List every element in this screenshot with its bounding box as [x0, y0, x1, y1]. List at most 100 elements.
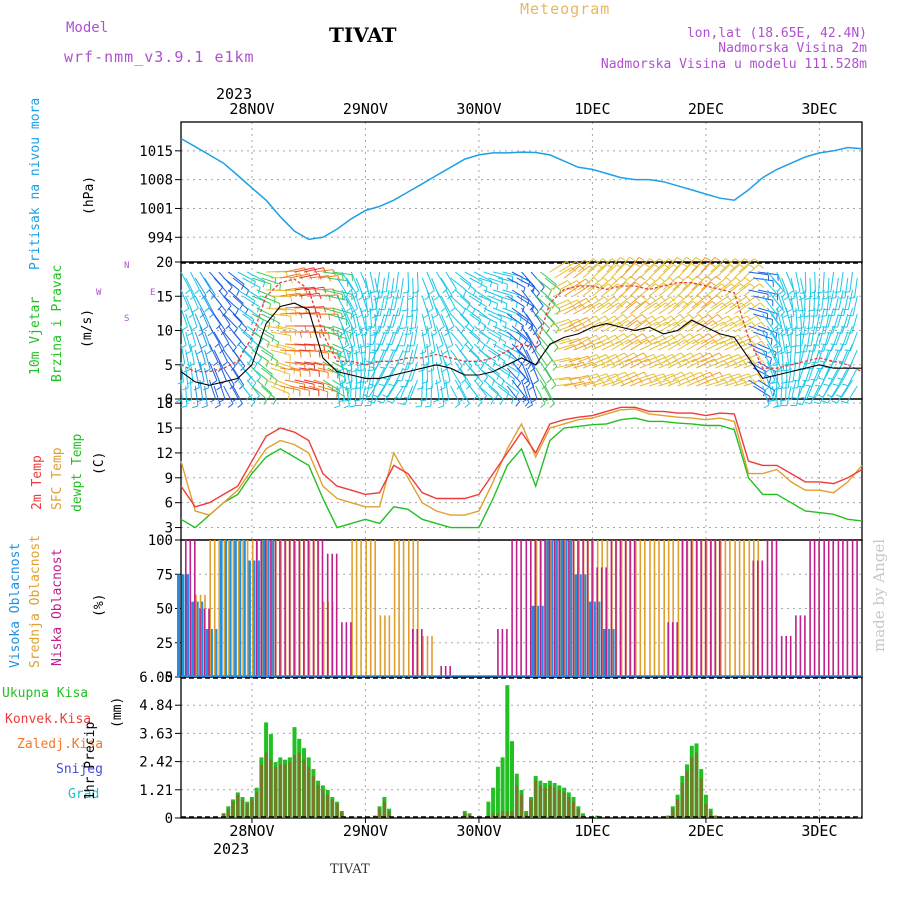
wind-barb-flag	[256, 306, 260, 313]
wind-barb-flag	[640, 295, 647, 300]
wind-barb	[696, 282, 712, 297]
wind-barb-flag	[439, 325, 445, 331]
wind-barb-flag	[465, 384, 471, 390]
wind-barb-flag	[692, 301, 699, 306]
wind-barb	[360, 385, 366, 406]
wind-barb-flag	[589, 284, 595, 290]
precip-conv-bar	[543, 787, 547, 818]
wind-barb	[421, 385, 423, 407]
wind-barb	[251, 277, 272, 285]
wind-barb	[194, 277, 207, 296]
wind-barb	[417, 271, 419, 293]
wind-barb	[190, 325, 197, 346]
wind-barb-flag	[768, 377, 772, 384]
wind-barb	[350, 361, 353, 383]
wind-barb-flag	[464, 403, 470, 408]
wind-barb-flag	[429, 290, 435, 295]
wind-barb	[648, 321, 667, 333]
wind-barb	[280, 312, 301, 315]
wind-barb	[445, 325, 454, 345]
cloud-bar-low	[671, 622, 674, 677]
cloud-bar-low	[837, 540, 840, 677]
wind-barb	[620, 263, 635, 279]
wind-barb	[729, 373, 749, 381]
cloud-bar-low	[596, 567, 598, 677]
wind-barb	[180, 289, 190, 309]
wind-barb-flag	[192, 405, 199, 409]
wind-barb	[601, 379, 622, 387]
wind-barb	[710, 296, 728, 309]
wind-barb	[492, 379, 510, 393]
wind-barb-flag	[587, 336, 592, 343]
cloud-bar-mid	[724, 540, 727, 677]
wind-barb	[440, 349, 448, 370]
wind-barb	[606, 352, 625, 363]
wind-barb-flag	[821, 400, 828, 404]
wind-barb	[812, 307, 816, 328]
wind-barb	[786, 385, 792, 406]
wind-barb-flag	[638, 377, 644, 384]
wind-barb	[785, 289, 793, 310]
precip-ytick-label: 2.42	[139, 755, 173, 771]
wind-barb-flag	[372, 394, 379, 398]
wind-barb	[346, 367, 352, 388]
wind-barb-flag	[352, 369, 359, 373]
pressure-ytick-label: 1008	[139, 173, 173, 189]
wind-barb	[710, 354, 730, 363]
wind-barb-flag	[539, 305, 544, 311]
wind-barb	[294, 267, 315, 273]
wind-barb	[360, 325, 365, 346]
wind-barb	[378, 313, 385, 334]
wind-barb	[246, 343, 262, 359]
wind-barb-flag	[335, 387, 342, 391]
wind-barb	[836, 385, 849, 404]
wind-barb-flag	[224, 342, 230, 348]
wind-barb	[409, 379, 418, 399]
wind-barb	[256, 361, 273, 375]
precip-conv-bar	[259, 764, 263, 818]
wind-barb	[677, 282, 693, 297]
wind-barb	[204, 277, 216, 296]
wind-barb-flag	[343, 405, 350, 409]
wind-barb	[322, 289, 343, 295]
wind-barb	[497, 313, 517, 322]
wind-barb	[648, 264, 665, 279]
wind-ytick-label: 20	[156, 255, 173, 271]
wind-barb-flag	[757, 373, 762, 380]
wind-barb	[350, 379, 352, 401]
wind-barb-flag	[813, 401, 820, 405]
day-label-top: 1DEC	[574, 100, 610, 118]
wind-barb-flag	[433, 296, 440, 301]
wind-barb	[663, 295, 680, 309]
wind-barb-flag	[214, 404, 221, 409]
wind-barb-flag	[309, 351, 311, 358]
wind-barb-flag	[499, 399, 504, 405]
wind-barb	[781, 313, 787, 334]
wind-barb	[780, 385, 783, 407]
wind-barb	[355, 367, 358, 389]
wind-barb-flag	[777, 308, 784, 313]
wind-barb	[691, 295, 708, 309]
cloud-bar-high	[531, 605, 535, 677]
wind-barb	[649, 379, 669, 387]
wind-barb-flag	[695, 256, 702, 261]
wind-barb	[840, 331, 849, 351]
wind-barb	[373, 307, 381, 328]
wind-barb	[629, 301, 647, 315]
wind-barb	[847, 289, 853, 310]
wind-barb-flag	[182, 326, 188, 331]
wind-barb-flag	[595, 334, 601, 341]
wind-barb	[719, 277, 737, 291]
wind-barb-flag	[217, 305, 223, 311]
wind-barb-flag	[341, 313, 347, 318]
wind-barb	[242, 349, 258, 365]
wind-barb	[332, 325, 352, 334]
wind-barb-flag	[769, 380, 776, 385]
wind-barb	[492, 271, 513, 277]
wind-barb-flag	[526, 342, 532, 348]
wind-barb-flag	[520, 395, 525, 401]
wind-barb-flag	[442, 288, 448, 294]
wind-barb-flag	[528, 324, 534, 330]
wind-barb-flag	[804, 401, 811, 405]
